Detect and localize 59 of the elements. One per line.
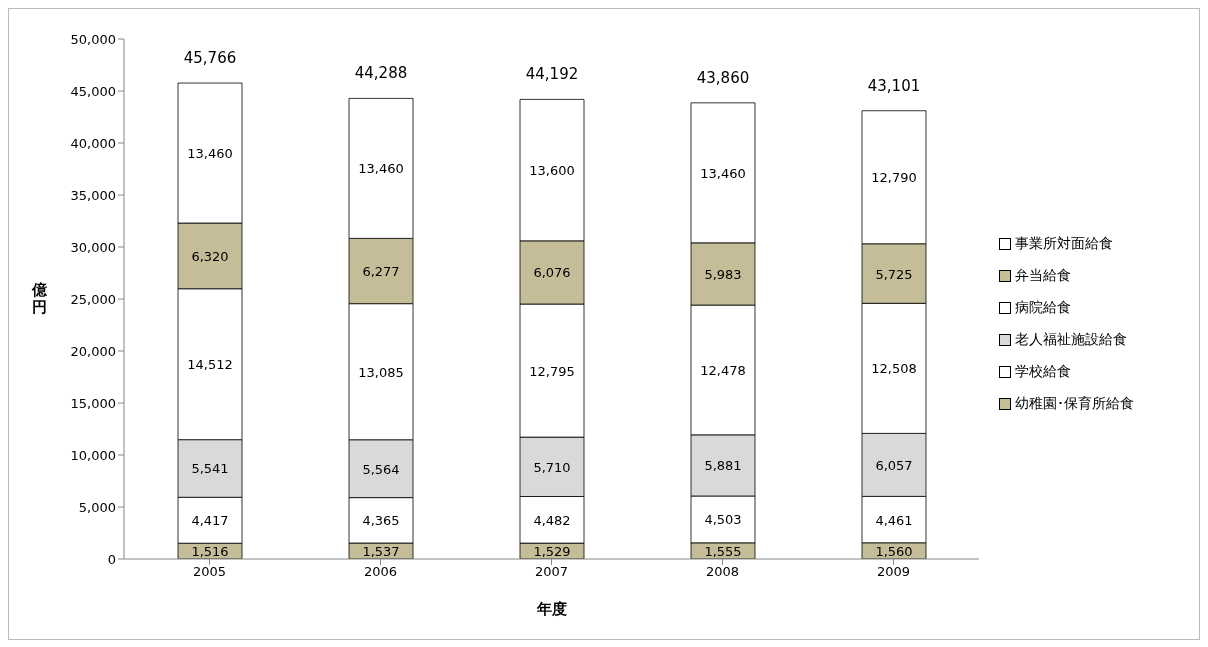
data-label: 6,057 xyxy=(875,457,913,473)
y-tick-label: 30,000 xyxy=(70,239,116,255)
data-label: 12,508 xyxy=(871,361,917,377)
y-tick-label: 25,000 xyxy=(70,291,116,307)
total-label: 45,766 xyxy=(183,49,237,68)
data-label: 12,790 xyxy=(871,170,917,186)
data-label: 5,564 xyxy=(362,461,400,477)
data-label: 5,541 xyxy=(191,461,229,477)
y-tick-label: 35,000 xyxy=(70,187,116,203)
x-tick-label: 2005 xyxy=(192,564,227,580)
data-label: 4,482 xyxy=(533,512,571,528)
y-tick-label: 40,000 xyxy=(70,135,116,151)
y-tick-label: 15,000 xyxy=(70,395,116,411)
data-label: 5,881 xyxy=(704,458,742,474)
data-label: 1,516 xyxy=(191,544,229,560)
y-tick-label: 10,000 xyxy=(70,447,116,463)
data-label: 6,320 xyxy=(191,248,229,264)
legend-label: 学校給食 xyxy=(1015,363,1071,381)
x-tick-label: 2007 xyxy=(534,564,569,580)
data-label: 5,725 xyxy=(875,266,913,282)
data-label: 6,076 xyxy=(533,265,571,281)
legend-label: 病院給食 xyxy=(1015,299,1071,317)
y-tick-label: 45,000 xyxy=(70,83,116,99)
data-label: 5,983 xyxy=(704,266,742,282)
total-label: 43,860 xyxy=(696,68,750,87)
data-label: 13,085 xyxy=(358,364,404,380)
data-label: 14,512 xyxy=(187,357,233,373)
data-label: 4,503 xyxy=(704,512,742,528)
data-label: 1,529 xyxy=(533,544,571,560)
legend-label: 老人福祉施設給食 xyxy=(1015,331,1127,349)
y-tick-label: 5,000 xyxy=(78,499,116,515)
total-label: 44,192 xyxy=(525,65,579,84)
data-label: 6,277 xyxy=(362,264,400,280)
y-tick-label: 20,000 xyxy=(70,343,116,359)
y-axis-title: 億円 xyxy=(30,281,48,316)
data-label: 1,555 xyxy=(704,543,742,559)
data-label: 12,795 xyxy=(529,363,575,379)
legend-label: 幼稚園･保育所給食 xyxy=(1015,395,1134,413)
data-label: 13,460 xyxy=(187,146,233,162)
x-axis-title: 年度 xyxy=(535,600,567,618)
data-label: 12,478 xyxy=(700,362,746,378)
data-label: 5,710 xyxy=(533,459,571,475)
data-label: 4,365 xyxy=(362,513,400,529)
x-tick-label: 2009 xyxy=(876,564,911,580)
y-tick-label: 0 xyxy=(107,551,116,567)
data-label: 13,460 xyxy=(358,161,404,177)
total-label: 43,101 xyxy=(867,76,921,95)
y-tick-label: 50,000 xyxy=(70,31,116,47)
data-label: 13,600 xyxy=(529,163,575,179)
data-label: 1,537 xyxy=(362,544,400,560)
data-label: 1,560 xyxy=(875,543,913,559)
data-label: 4,417 xyxy=(191,513,229,529)
legend-label: 事業所対面給食 xyxy=(1015,235,1113,253)
data-label: 13,460 xyxy=(700,165,746,181)
total-label: 44,288 xyxy=(354,64,408,83)
x-tick-label: 2006 xyxy=(363,564,398,580)
legend-label: 弁当給食 xyxy=(1015,267,1071,285)
x-tick-label: 2008 xyxy=(705,564,740,580)
data-label: 4,461 xyxy=(875,512,913,528)
